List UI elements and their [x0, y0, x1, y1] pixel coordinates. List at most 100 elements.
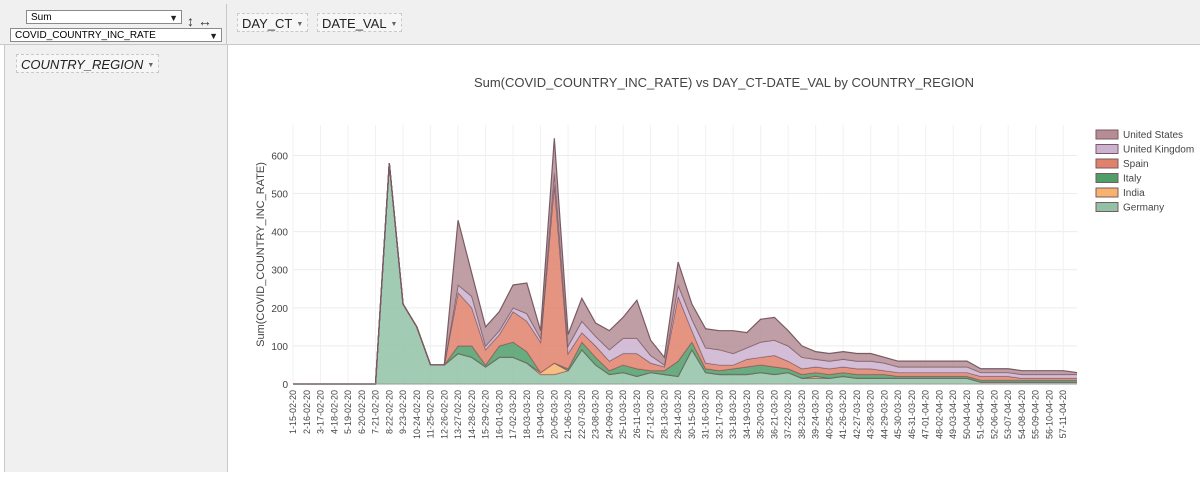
x-tick-label: 15-29-02-20: [481, 390, 491, 439]
x-tick-label: 2-16-02-20: [302, 390, 312, 434]
caret-down-icon[interactable]: ▼: [147, 62, 155, 70]
x-tick-label: 31-16-03-20: [701, 390, 711, 439]
x-tick-label: 3-17-02-20: [316, 390, 326, 434]
swap-axes-icon[interactable]: ↕ ↔: [187, 13, 212, 29]
area-spain: [293, 163, 1077, 384]
legend-label: United Kingdom: [1123, 145, 1194, 156]
aggregator-controls: Sum ▼ ↕ ↔ COVID_COUNTRY_INC_RATE ▼: [4, 4, 227, 44]
pivot-toolbar: Sum ▼ ↕ ↔ COVID_COUNTRY_INC_RATE ▼ DAY_C…: [0, 0, 1200, 45]
x-tick-label: 1-15-02-20: [288, 390, 298, 434]
legend-label: India: [1123, 188, 1145, 199]
legend-swatch: [1095, 202, 1119, 212]
row-field-label: COUNTRY_REGION: [21, 57, 144, 72]
row-fields-panel: COUNTRY_REGION ▼: [4, 45, 228, 472]
y-tick-label: 600: [271, 151, 288, 162]
x-tick-label: 50-04-04-20: [962, 390, 972, 439]
col-field-date-val[interactable]: DATE_VAL ▼: [317, 13, 403, 32]
x-tick-label: 25-10-03-20: [618, 390, 628, 439]
x-tick-label: 4-18-02-20: [329, 390, 339, 434]
x-tick-label: 11-25-02-20: [426, 390, 436, 438]
caret-down-icon[interactable]: ▼: [296, 21, 304, 29]
x-tick-label: 34-19-03-20: [742, 390, 752, 439]
legend-swatch: [1095, 187, 1119, 198]
col-field-day-ct[interactable]: DAY_CT ▼: [237, 13, 309, 32]
row-field-country-region[interactable]: COUNTRY_REGION ▼: [16, 54, 160, 73]
x-tick-label: 47-01-04-20: [921, 390, 931, 439]
y-tick-label: 0: [282, 380, 288, 391]
x-tick-label: 35-20-03-20: [756, 390, 766, 439]
x-tick-label: 29-14-03-20: [673, 390, 683, 439]
x-tick-label: 32-17-03-20: [714, 390, 724, 439]
x-tick-label: 21-06-03-20: [563, 390, 573, 439]
legend-swatch: [1095, 129, 1119, 140]
y-axis-label: Sum(COVID_COUNTRY_INC_RATE): [255, 162, 267, 347]
x-tick-label: 46-31-03-20: [907, 390, 917, 439]
x-tick-label: 16-01-03-20: [494, 390, 504, 439]
x-tick-label: 18-03-03-20: [522, 390, 532, 439]
x-tick-label: 19-04-03-20: [536, 390, 546, 439]
x-tick-label: 55-09-04-20: [1031, 390, 1041, 439]
x-tick-label: 9-23-02-20: [398, 390, 408, 434]
x-tick-label: 43-28-03-20: [866, 390, 876, 439]
x-tick-label: 22-07-03-20: [577, 390, 587, 439]
x-tick-label: 57-11-04-20: [1058, 390, 1068, 438]
stacked-area-chart: Sum(COVID_COUNTRY_INC_RATE) vs DAY_CT-DA…: [255, 75, 1194, 439]
x-tick-label: 24-09-03-20: [604, 390, 614, 439]
x-tick-label: 39-24-03-20: [811, 390, 821, 439]
y-tick-label: 500: [271, 190, 288, 201]
y-tick-label: 200: [271, 304, 288, 315]
x-tick-label: 44-29-03-20: [879, 390, 889, 439]
x-tick-label: 14-28-02-20: [467, 390, 477, 439]
legend-label: Spain: [1123, 159, 1149, 170]
x-tick-label: 26-11-03-20: [632, 390, 642, 438]
x-tick-label: 7-21-02-20: [371, 390, 381, 434]
chart-area: Sum(COVID_COUNTRY_INC_RATE) vs DAY_CT-DA…: [230, 45, 1200, 472]
x-tick-label: 23-08-03-20: [591, 390, 601, 439]
caret-down-icon[interactable]: ▼: [390, 21, 398, 29]
x-tick-label: 37-22-03-20: [783, 390, 793, 439]
legend-label: Germany: [1123, 203, 1164, 214]
x-tick-label: 27-12-03-20: [646, 390, 656, 439]
x-tick-label: 33-18-03-20: [728, 390, 738, 439]
x-tick-label: 56-10-04-20: [1044, 390, 1054, 439]
legend-label: Italy: [1123, 174, 1141, 185]
col-field-label: DATE_VAL: [322, 16, 387, 31]
x-tick-label: 49-03-04-20: [948, 390, 958, 439]
x-tick-label: 45-30-03-20: [893, 390, 903, 439]
legend-swatch: [1095, 144, 1119, 154]
aggregator-value: Sum: [31, 12, 52, 23]
x-tick-label: 53-07-04-20: [1003, 390, 1013, 439]
x-tick-label: 10-24-02-20: [412, 390, 422, 439]
x-tick-label: 8-22-02-20: [384, 390, 394, 434]
x-tick-label: 48-02-04-20: [934, 390, 944, 439]
x-tick-label: 41-26-03-20: [838, 390, 848, 439]
chevron-down-icon: ▼: [209, 31, 218, 41]
x-tick-label: 40-25-03-20: [824, 390, 834, 439]
chevron-down-icon: ▼: [169, 13, 178, 23]
legend-swatch: [1095, 173, 1119, 183]
x-tick-label: 36-21-03-20: [769, 390, 779, 439]
x-tick-label: 51-05-04-20: [976, 390, 986, 439]
y-tick-label: 300: [271, 266, 288, 277]
y-tick-label: 100: [271, 342, 288, 353]
chart-title: Sum(COVID_COUNTRY_INC_RATE) vs DAY_CT-DA…: [474, 75, 974, 90]
x-tick-label: 28-13-03-20: [659, 390, 669, 439]
aggregator-select[interactable]: Sum ▼: [26, 10, 182, 24]
y-tick-label: 400: [271, 228, 288, 239]
legend-swatch: [1095, 158, 1119, 169]
x-tick-label: 30-15-03-20: [687, 390, 697, 439]
x-tick-label: 6-20-02-20: [357, 390, 367, 434]
x-tick-label: 12-26-02-20: [439, 390, 449, 439]
x-tick-label: 38-23-03-20: [797, 390, 807, 439]
line-united-states: [293, 138, 1078, 385]
x-tick-label: 42-27-03-20: [852, 390, 862, 439]
x-tick-label: 54-08-04-20: [1017, 390, 1027, 439]
x-tick-label: 52-06-04-20: [989, 390, 999, 439]
x-tick-label: 5-19-02-20: [343, 390, 353, 434]
x-tick-label: 20-05-03-20: [549, 390, 559, 439]
x-tick-label: 17-02-03-20: [508, 390, 518, 439]
x-tick-label: 13-27-02-20: [453, 390, 463, 439]
value-field-select[interactable]: COVID_COUNTRY_INC_RATE ▼: [10, 28, 222, 42]
col-field-label: DAY_CT: [242, 16, 293, 31]
value-field-value: COVID_COUNTRY_INC_RATE: [15, 30, 156, 41]
